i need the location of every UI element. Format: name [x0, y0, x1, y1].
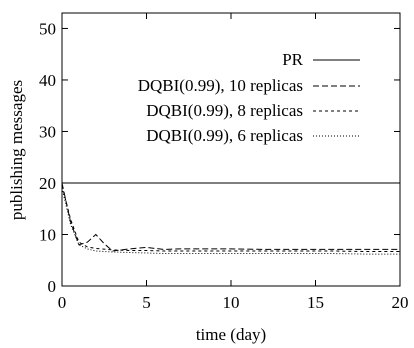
- series-line-1: [61, 182, 400, 252]
- y-tick-label: 50: [39, 19, 56, 38]
- y-tick-label: 10: [39, 225, 56, 244]
- series-layer: [61, 182, 400, 255]
- x-tick-label: 10: [223, 293, 240, 312]
- x-tick-label: 5: [142, 293, 151, 312]
- y-axis: 0 10 20 30 40 50: [39, 19, 400, 296]
- x-tick-label: 20: [392, 293, 409, 312]
- x-axis: 0 5 10 15 20: [58, 13, 409, 312]
- y-tick-label: 0: [48, 277, 57, 296]
- y-tick-label: 30: [39, 122, 56, 141]
- x-tick-label: 0: [58, 293, 67, 312]
- x-axis-label: time (day): [196, 325, 266, 344]
- legend-label: PR: [282, 50, 303, 69]
- legend: PR DQBI(0.99), 10 replicas DQBI(0.99), 8 r…: [138, 50, 360, 145]
- legend-label: DQBI(0.99), 8 replicas: [146, 101, 303, 120]
- legend-label: DQBI(0.99), 6 replicas: [146, 126, 303, 145]
- y-tick-label: 20: [39, 174, 56, 193]
- series-line-3: [61, 187, 400, 255]
- x-tick-label: 15: [307, 293, 324, 312]
- legend-label: DQBI(0.99), 10 replicas: [138, 76, 303, 95]
- y-tick-label: 40: [39, 71, 56, 90]
- plot-area: [61, 12, 401, 287]
- y-axis-label: publishing messages: [7, 80, 26, 220]
